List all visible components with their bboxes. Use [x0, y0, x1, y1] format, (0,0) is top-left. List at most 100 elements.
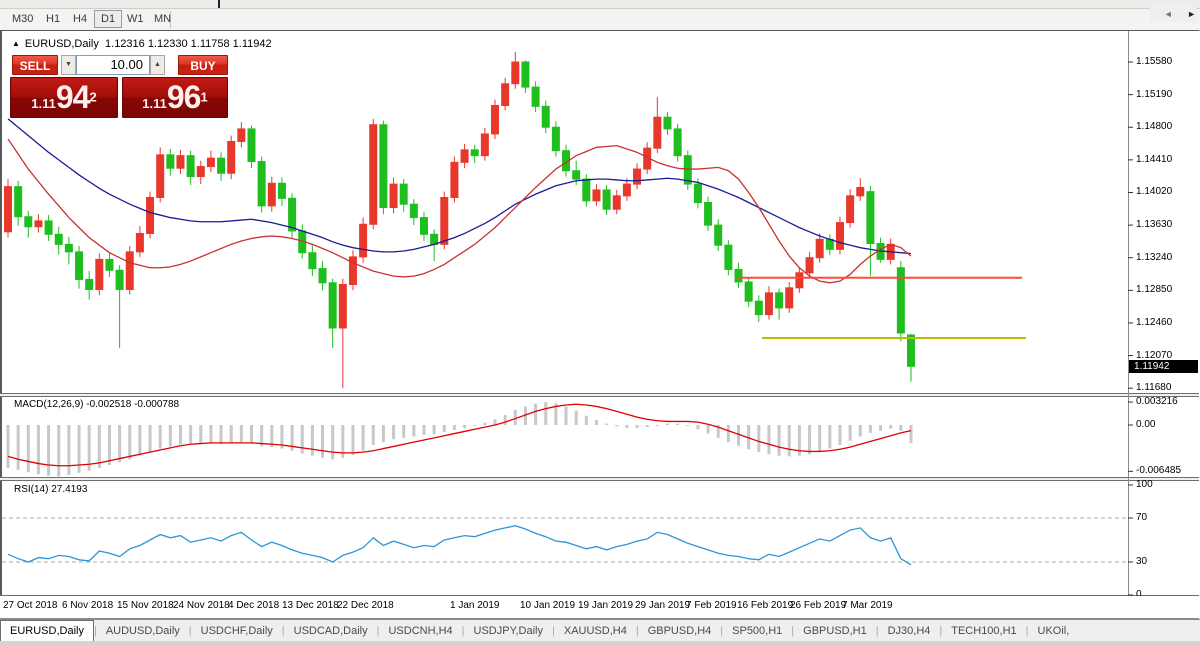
tab-separator: | — [635, 625, 639, 637]
tab-separator: | — [791, 625, 795, 637]
price-axis-label: 1.14020 — [1136, 186, 1173, 198]
window-top-strip — [0, 0, 1200, 9]
rsi-axis-label: 30 — [1136, 556, 1148, 567]
rsi-axis-label: 100 — [1136, 479, 1153, 490]
chart-window — [0, 30, 1199, 619]
volume-input[interactable]: 10.00 — [76, 55, 150, 75]
sell-button[interactable]: SELL — [12, 55, 58, 75]
timeframe-button-mn[interactable]: MN — [154, 13, 172, 25]
price-axis-label: 1.11680 — [1136, 382, 1172, 394]
tab-scroll-left-icon[interactable]: ◄ — [1163, 9, 1173, 19]
macd-indicator-label: MACD(12,26,9) -0.002518 -0.000788 — [14, 399, 179, 410]
buy-button[interactable]: BUY — [178, 55, 228, 75]
chart-tab-usdcad-daily[interactable]: USDCAD,Daily — [293, 624, 368, 637]
date-axis-label: 29 Jan 2019 — [635, 600, 691, 611]
timeframe-button-w1[interactable]: W1 — [127, 13, 144, 25]
timeframe-button-h1[interactable]: H1 — [46, 13, 61, 25]
chart-tab-gbpusd-h1[interactable]: GBPUSD,H1 — [803, 624, 867, 637]
price-axis-label: 1.12070 — [1136, 349, 1173, 361]
price-axis-label: 1.14800 — [1136, 121, 1173, 133]
rsi-value: 27.4193 — [51, 484, 88, 495]
chart-symbol-period: EURUSD,Daily — [24, 38, 99, 50]
sell-price-panel[interactable]: 1.11942 — [10, 77, 118, 118]
chart-tab-dj30-h4[interactable]: DJ30,H4 — [887, 624, 931, 637]
rsi-pane — [2, 517, 1128, 566]
volume-decrease-button[interactable]: ▼ — [61, 55, 76, 75]
rsi-indicator-label: RSI(14) 27.4193 — [14, 484, 87, 495]
price-axis-label: 1.15580 — [1136, 56, 1173, 67]
date-axis-label: 27 Oct 2018 — [3, 600, 58, 611]
chart-tab-gbpusd-h4[interactable]: GBPUSD,H4 — [647, 624, 712, 637]
date-axis-label: 7 Feb 2019 — [686, 600, 737, 611]
macd-axis-label: 0.00 — [1136, 419, 1156, 430]
price-axis-label: 1.13630 — [1136, 219, 1173, 231]
date-axis-label: 10 Jan 2019 — [520, 600, 576, 611]
buy-price-prefix: 1.11 — [142, 96, 167, 111]
chart-ohlc-values: 1.12316 1.12330 1.11758 1.11942 — [105, 38, 272, 50]
chart-tab-audusd-daily[interactable]: AUDUSD,Daily — [105, 624, 180, 637]
tab-separator: | — [461, 625, 465, 637]
current-price-tag: 1.11942 — [1129, 360, 1198, 373]
price-axis-label: 1.15190 — [1136, 88, 1173, 100]
tab-separator: | — [1025, 625, 1029, 637]
tab-scroll-right-icon[interactable]: ► — [1187, 9, 1196, 19]
macd-values: -0.002518 -0.000788 — [86, 399, 180, 410]
date-axis-label: 24 Nov 2018 — [173, 600, 230, 611]
sell-price-big: 94 — [55, 79, 91, 115]
window-bottom-strip — [0, 641, 1200, 645]
tab-separator: | — [188, 625, 192, 637]
chart-tab-usdjpy-daily[interactable]: USDJPY,Daily — [473, 624, 544, 637]
buy-price-big: 96 — [166, 79, 202, 115]
macd-axis-label: 0.003216 — [1136, 396, 1178, 408]
moving-averages — [7, 118, 912, 284]
date-axis-label: 4 Dec 2018 — [228, 600, 280, 611]
chart-tab-xauusd-h4[interactable]: XAUUSD,H4 — [563, 624, 627, 637]
tab-separator: | — [939, 625, 943, 637]
tab-separator: | — [93, 625, 97, 637]
tab-separator: | — [552, 625, 555, 637]
date-axis-label: 22 Dec 2018 — [337, 600, 394, 611]
volume-increase-button[interactable]: ▲ — [150, 55, 165, 75]
tab-separator: | — [720, 625, 724, 637]
timeframe-toolbar: M30 H1 H4 D1 W1 MN — [0, 9, 1200, 31]
macd-name: MACD(12,26,9) — [14, 399, 84, 410]
toolbar-divider — [170, 11, 171, 28]
toolbar-remnant-mark — [218, 0, 220, 8]
rsi-axis-label: 70 — [1136, 512, 1148, 523]
chart-tab-usdcnh-h4[interactable]: USDCNH,H4 — [388, 624, 453, 637]
date-axis-label: 16 Feb 2019 — [737, 600, 794, 611]
tab-separator: | — [376, 625, 380, 637]
chart-title: ▲ EURUSD,Daily 1.12316 1.12330 1.11758 1.… — [12, 38, 272, 50]
buy-price-pipette: 1 — [200, 89, 208, 105]
tab-separator: | — [281, 625, 285, 637]
buy-price-panel[interactable]: 1.11961 — [122, 77, 228, 118]
date-axis-label: 7 Mar 2019 — [842, 600, 893, 611]
timeframe-button-d1[interactable]: D1 — [94, 10, 123, 28]
price-axis-label: 1.12850 — [1136, 284, 1173, 296]
chart-tab-usdchf-daily[interactable]: USDCHF,Daily — [200, 624, 273, 637]
date-axis-label: 13 Dec 2018 — [282, 600, 339, 611]
chart-tab-tech100-h1[interactable]: TECH100,H1 — [951, 624, 1017, 637]
macd-pane — [6, 402, 913, 477]
sell-price-pipette: 2 — [89, 89, 97, 105]
tab-scroll-buttons: ◄ ► — [1149, 4, 1196, 22]
chart-collapse-icon[interactable]: ▲ — [12, 39, 20, 48]
price-axis-label: 1.13240 — [1136, 251, 1173, 263]
timeframe-button-m30[interactable]: M30 — [12, 13, 34, 25]
chart-tab-ukoil-[interactable]: UKOil, — [1037, 624, 1070, 637]
rsi-name: RSI(14) — [14, 484, 49, 495]
date-axis-label: 19 Jan 2019 — [578, 600, 634, 611]
chart-tab-sp500-h1[interactable]: SP500,H1 — [732, 624, 783, 637]
rsi-axis-label: 0 — [1136, 589, 1142, 600]
chart-tab-eurusd-daily[interactable]: EURUSD,Daily — [0, 620, 94, 641]
date-axis-label: 15 Nov 2018 — [117, 600, 174, 611]
price-axis-label: 1.14410 — [1136, 153, 1173, 165]
timeframe-button-h4[interactable]: H4 — [73, 13, 88, 25]
sell-price-prefix: 1.11 — [31, 96, 56, 111]
date-axis[interactable]: 27 Oct 2018 6 Nov 2018 15 Nov 2018 24 Nov 2… — [0, 596, 1200, 618]
macd-axis-label: -0.006485 — [1136, 465, 1182, 477]
date-axis-label: 1 Jan 2019 — [450, 600, 500, 611]
date-axis-label: 26 Feb 2019 — [790, 600, 847, 611]
